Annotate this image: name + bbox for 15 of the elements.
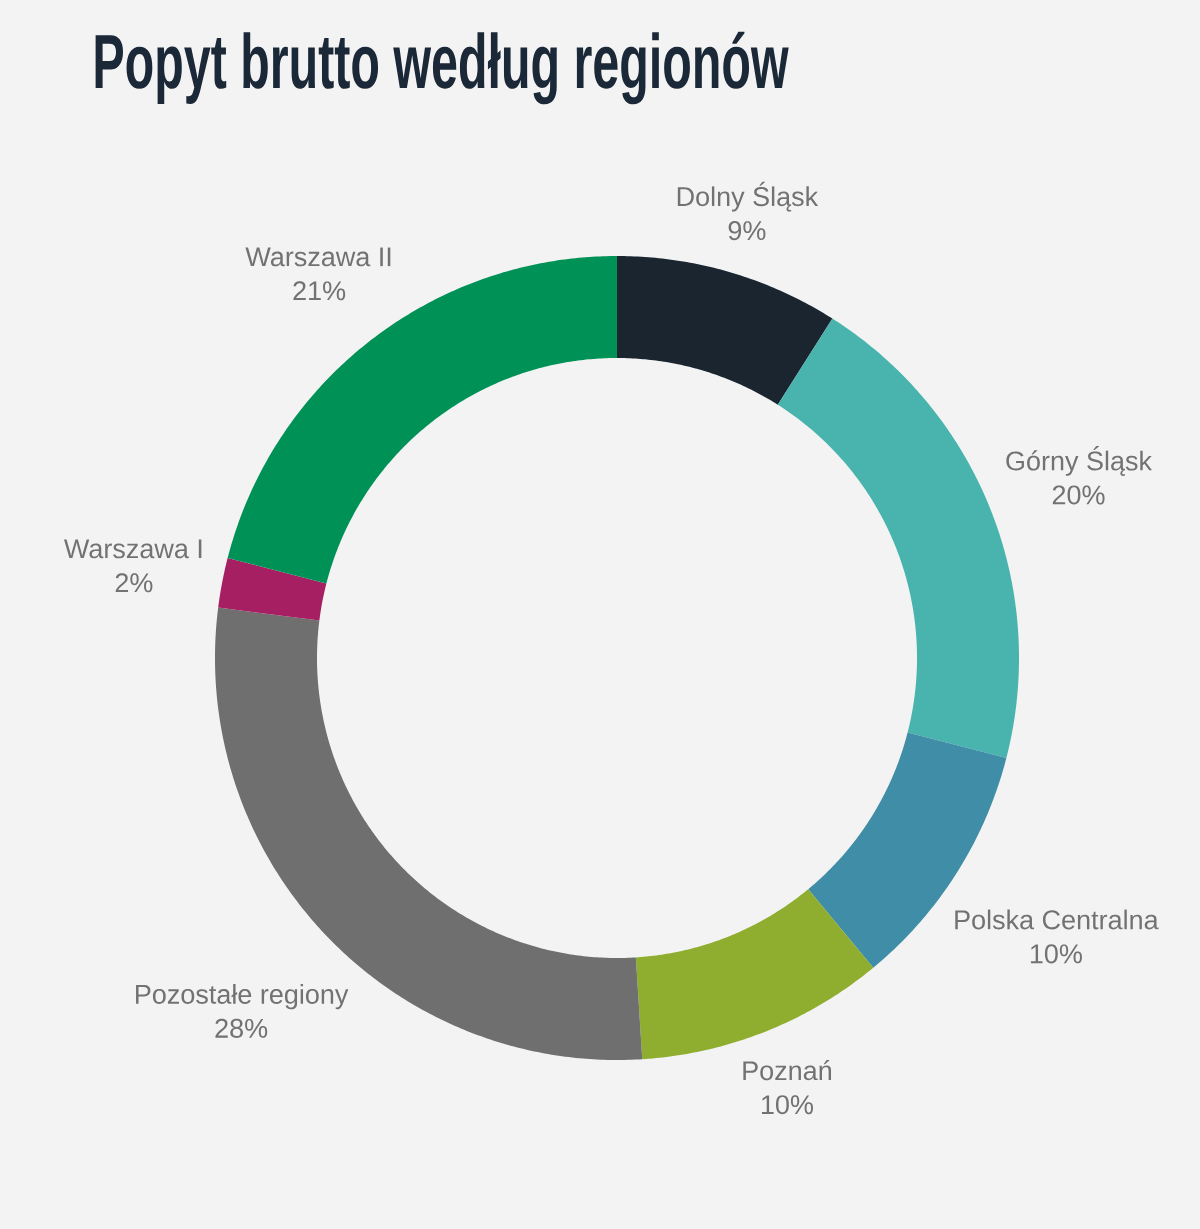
slice-label: Górny Śląsk bbox=[1006, 446, 1153, 476]
slice-label: Warszawa I bbox=[63, 539, 202, 559]
slice-label: Warszawa II bbox=[245, 247, 391, 267]
data-label: 10% bbox=[761, 1095, 813, 1115]
data-label: 2% bbox=[115, 573, 153, 593]
slice-label: Poznań bbox=[743, 1060, 832, 1081]
slice-label: Dolny Śląsk bbox=[677, 181, 819, 212]
data-label: 21% bbox=[293, 281, 346, 301]
data-label: 9% bbox=[728, 221, 766, 241]
slice-label: Pozostałe regiony bbox=[136, 984, 349, 1010]
data-label: 10% bbox=[1030, 944, 1082, 964]
data-label: 28% bbox=[215, 1018, 268, 1038]
chart-title: Popyt brutto według regionów bbox=[95, 31, 789, 105]
data-label: 20% bbox=[1052, 485, 1105, 505]
slice-label: Polska Centralna bbox=[955, 909, 1159, 930]
